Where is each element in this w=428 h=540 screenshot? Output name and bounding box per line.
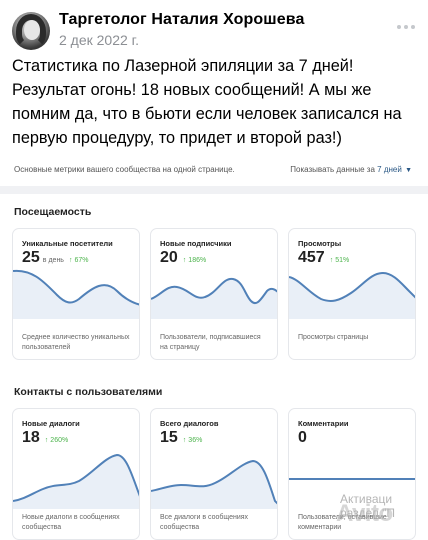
card-trend: ↑ 51% bbox=[330, 257, 350, 264]
contacts-section: Контакты с пользователями Новые диалоги … bbox=[0, 374, 428, 540]
visitors-graph bbox=[13, 269, 139, 319]
post-text: Статистика по Лазерной эпиляции за 7 дне… bbox=[12, 57, 402, 147]
card-title: Всего диалогов bbox=[160, 419, 219, 428]
watermark-line2: раздел "П bbox=[340, 506, 395, 520]
new-dialogs-graph bbox=[13, 453, 139, 509]
avatar-face-shape bbox=[24, 20, 40, 40]
card-value: 18 ↑ 260% bbox=[22, 429, 68, 447]
subscribers-graph bbox=[151, 277, 277, 319]
card-value-number: 0 bbox=[298, 429, 307, 446]
card-value: 20 ↑ 186% bbox=[160, 249, 206, 267]
card-trend-value: 260% bbox=[50, 437, 69, 444]
metrics-caption: Основные метрики вашего сообщества на од… bbox=[14, 165, 235, 174]
more-options-button[interactable] bbox=[396, 17, 416, 37]
card-description: Пользователи, оставившие комментарии bbox=[298, 514, 387, 531]
avito-logo: Avito bbox=[336, 500, 393, 527]
card-comments[interactable]: Комментарии 0 Пользователи, оставившие к… bbox=[288, 408, 416, 540]
card-title: Новые подписчики bbox=[160, 239, 232, 248]
post-header: Таргетолог Наталия Хорошева 2 дек 2022 г… bbox=[0, 0, 428, 52]
card-description: Просмотры страницы bbox=[298, 334, 369, 341]
card-value: 15 ↑ 36% bbox=[160, 429, 202, 447]
card-value-number: 15 bbox=[160, 429, 178, 446]
card-value-number: 457 bbox=[298, 249, 325, 266]
card-trend-value: 51% bbox=[335, 257, 350, 264]
card-description: Все диалоги в сообщениях сообщества bbox=[160, 514, 249, 531]
arrow-up-icon: ↑ bbox=[182, 437, 187, 444]
arrow-up-icon: ↑ bbox=[329, 257, 334, 264]
post-date[interactable]: 2 дек 2022 г. bbox=[59, 32, 139, 48]
more-icon bbox=[397, 25, 415, 29]
card-trend: ↑ 36% bbox=[183, 437, 203, 444]
card-unit: в день bbox=[42, 257, 64, 264]
card-title: Уникальные посетители bbox=[22, 239, 113, 248]
card-value: 0 bbox=[298, 429, 307, 447]
arrow-up-icon: ↑ bbox=[68, 257, 73, 264]
card-value-number: 25 bbox=[22, 249, 40, 266]
card-value: 457 ↑ 51% bbox=[298, 249, 349, 267]
card-description: Пользователи, подписавшиеся на страницу bbox=[160, 334, 261, 351]
card-unique-visitors[interactable]: Уникальные посетители 25 в день ↑ 67% Средн… bbox=[12, 228, 140, 360]
views-graph bbox=[289, 271, 415, 319]
contacts-title: Контакты с пользователями bbox=[14, 386, 163, 398]
card-title: Просмотры bbox=[298, 239, 342, 248]
attendance-section: Посещаемость Уникальные посетители 25 в д… bbox=[0, 194, 428, 374]
comments-graph bbox=[289, 478, 415, 480]
card-value-number: 20 bbox=[160, 249, 178, 266]
card-trend-value: 67% bbox=[74, 257, 89, 264]
card-all-dialogs[interactable]: Всего диалогов 15 ↑ 36% Все диалоги в сооб… bbox=[150, 408, 278, 540]
author-name[interactable]: Таргетолог Наталия Хорошева bbox=[59, 11, 305, 28]
card-title: Комментарии bbox=[298, 419, 349, 428]
watermark-line1: Активаци bbox=[340, 492, 393, 506]
avatar-hair-shape bbox=[16, 14, 46, 48]
period-value: 7 дней bbox=[377, 165, 402, 174]
card-description: Новые диалоги в сообщениях сообщества bbox=[22, 514, 120, 531]
statistics-image[interactable]: Основные метрики вашего сообщества на од… bbox=[0, 150, 428, 540]
card-new-dialogs[interactable]: Новые диалоги 18 ↑ 260% Новые диалоги в со… bbox=[12, 408, 140, 540]
card-title: Новые диалоги bbox=[22, 419, 80, 428]
card-trend-value: 186% bbox=[188, 257, 207, 264]
all-dialogs-graph bbox=[151, 459, 277, 509]
arrow-up-icon: ↑ bbox=[182, 257, 187, 264]
attendance-title: Посещаемость bbox=[14, 206, 92, 218]
card-trend-value: 36% bbox=[188, 437, 203, 444]
card-trend: ↑ 260% bbox=[45, 437, 68, 444]
card-value: 25 в день ↑ 67% bbox=[22, 249, 88, 267]
activation-watermark: Активаци раздел "П bbox=[340, 492, 395, 520]
statistics-topbar: Основные метрики вашего сообщества на од… bbox=[0, 150, 428, 186]
author-avatar[interactable] bbox=[12, 12, 50, 50]
arrow-up-icon: ↑ bbox=[44, 437, 49, 444]
card-views[interactable]: Просмотры 457 ↑ 51% Просмотры страницы bbox=[288, 228, 416, 360]
card-description: Среднее количество уникальных пользовате… bbox=[22, 334, 130, 351]
card-trend: ↑ 186% bbox=[183, 257, 206, 264]
card-trend: ↑ 67% bbox=[69, 257, 89, 264]
card-new-subscribers[interactable]: Новые подписчики 20 ↑ 186% Пользователи, п… bbox=[150, 228, 278, 360]
card-value-number: 18 bbox=[22, 429, 40, 446]
chevron-down-icon: ▼ bbox=[405, 167, 412, 174]
period-prefix: Показывать данные за bbox=[290, 165, 375, 174]
period-selector[interactable]: Показывать данные за 7 дней ▼ bbox=[290, 165, 412, 174]
